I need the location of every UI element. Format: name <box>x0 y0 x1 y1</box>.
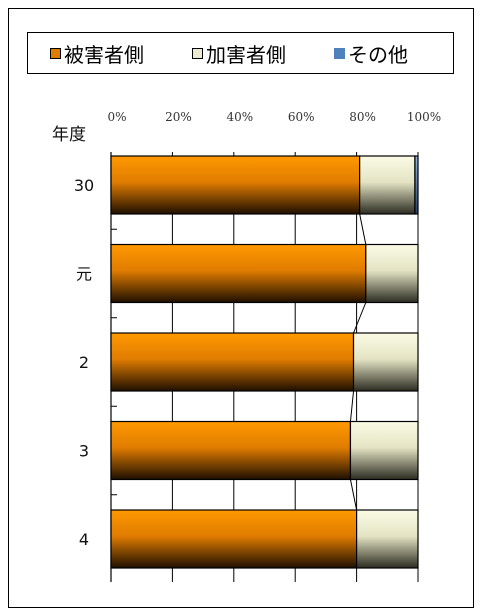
bar-segment-victim <box>110 155 361 215</box>
legend: 被害者側 加害者側 その他 <box>27 32 454 74</box>
category-label: 3 <box>79 442 89 461</box>
bar-segment-offender <box>365 243 419 304</box>
category-label: 30 <box>74 176 94 195</box>
legend-swatch-other <box>334 47 345 59</box>
category-label: 4 <box>79 530 89 549</box>
x-tick-label: 40% <box>226 110 253 124</box>
bar-segment-offender <box>359 155 416 215</box>
bar-segment-offender <box>349 420 419 481</box>
legend-label-offender: 加害者側 <box>206 42 286 67</box>
x-tick-label: 80% <box>349 110 376 124</box>
legend-item-victim: 被害者側 <box>50 41 144 67</box>
bar-segment-victim <box>110 420 352 481</box>
legend-swatch-victim <box>50 47 61 59</box>
x-tick-label: 60% <box>288 110 315 124</box>
series-line <box>349 390 355 422</box>
legend-swatch-offender <box>192 47 203 59</box>
bar-segment-victim <box>110 509 358 569</box>
legend-label-victim: 被害者側 <box>64 42 144 67</box>
legend-item-other: その他 <box>334 41 408 67</box>
series-line <box>349 479 358 511</box>
bar-segment-other <box>414 155 419 215</box>
x-tick-label: 100% <box>407 110 441 124</box>
series-line <box>353 302 367 334</box>
bar-segment-offender <box>356 509 419 569</box>
bar-segment-victim <box>110 243 367 304</box>
series-line <box>359 213 367 245</box>
chart-frame <box>8 8 474 608</box>
category-label: 2 <box>79 353 89 372</box>
legend-label-other: その他 <box>348 42 408 67</box>
legend-item-offender: 加害者側 <box>192 41 286 67</box>
x-tick-label: 0% <box>107 110 126 124</box>
category-label: 元 <box>76 265 92 284</box>
category-axis-title: 年度 <box>52 125 86 145</box>
bar-segment-offender <box>352 332 419 392</box>
x-tick-label: 20% <box>165 110 192 124</box>
bar-segment-victim <box>110 332 355 392</box>
